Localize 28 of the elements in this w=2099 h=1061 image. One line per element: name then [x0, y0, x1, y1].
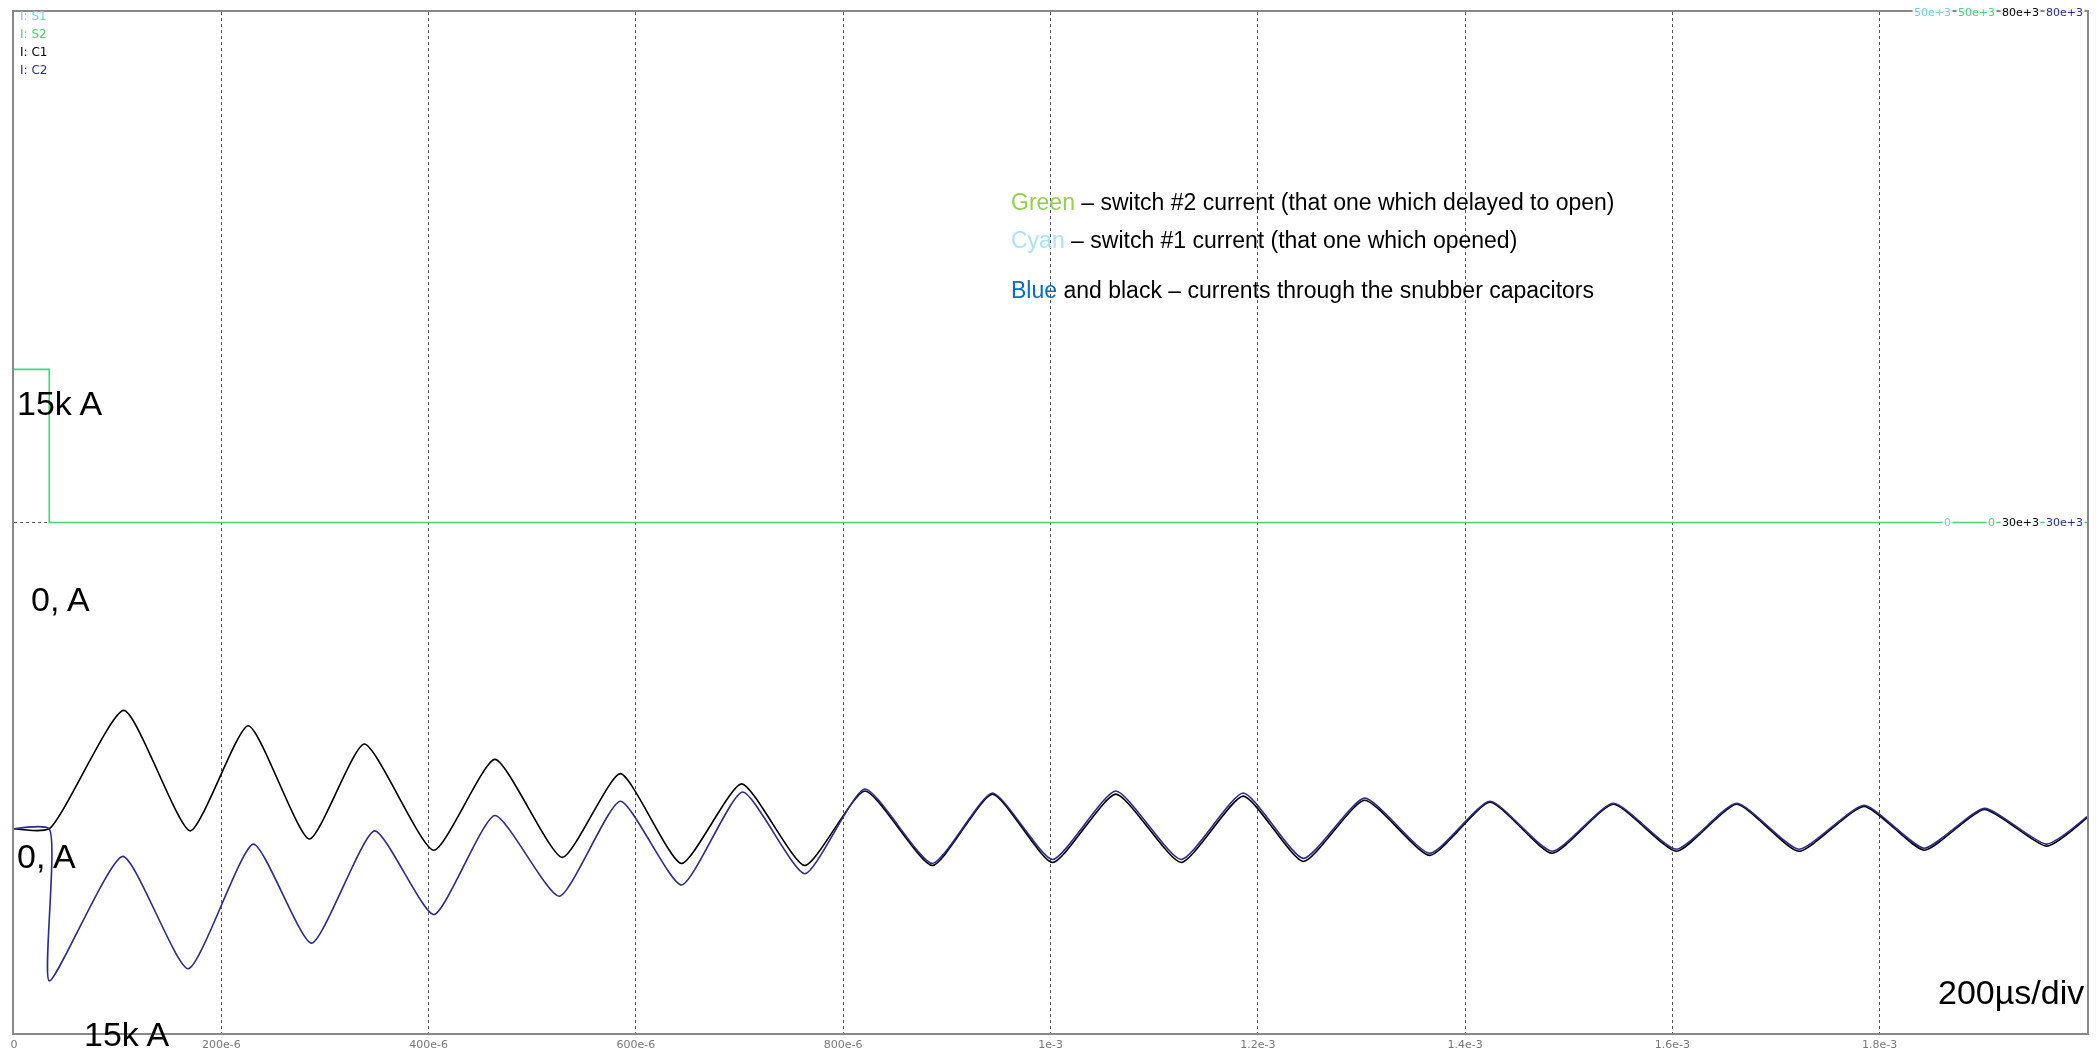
x-tick-label: 1.8e-3 [1862, 1038, 1898, 1052]
annotation: Green – switch #2 current (that one which delayed to open) [1011, 189, 1615, 215]
x-tick-label: 1.4e-3 [1447, 1038, 1483, 1052]
annotation: Blue and black – currents through the snubber capacitors [1011, 277, 1595, 303]
x-tick-label: 200e-6 [201, 1038, 241, 1052]
text: I: C2 [20, 63, 48, 77]
line-series [14, 788, 2087, 982]
x-tick-label: 1.6e-3 [1654, 1038, 1691, 1052]
x-tick-label: 600e-6 [616, 1038, 656, 1052]
x-tick-label: 800e-6 [823, 1038, 863, 1052]
annotation: 0, A [17, 837, 76, 875]
annotation: Cyan – switch #1 current (that one which opened) [1011, 227, 1518, 253]
legend-label: I: S1 [20, 9, 47, 23]
x-tick-label: 1.2e-3 [1240, 1038, 1276, 1052]
y2-tick-label: 30e+3 [2046, 516, 2083, 529]
annotation: 15k A [84, 1015, 170, 1053]
text: 30e+3 [2002, 516, 2039, 529]
annotation: 0, A [31, 580, 90, 618]
y3-tick-label: 0 [1944, 516, 1951, 529]
x-tick-label: 400e-6 [409, 1038, 448, 1052]
x-tick-label: 0 [10, 1038, 18, 1052]
y3-tick-label: 50e+3 [1914, 6, 1951, 19]
y2-tick-label: 80e+3 [2046, 6, 2083, 19]
annotation: 200µs/div [1938, 973, 2085, 1011]
text: I: C1 [20, 45, 48, 59]
text: 80e+3 [2002, 6, 2039, 19]
text: I: S2 [20, 27, 47, 41]
x-tick-label: 1e-3 [1038, 1038, 1063, 1052]
